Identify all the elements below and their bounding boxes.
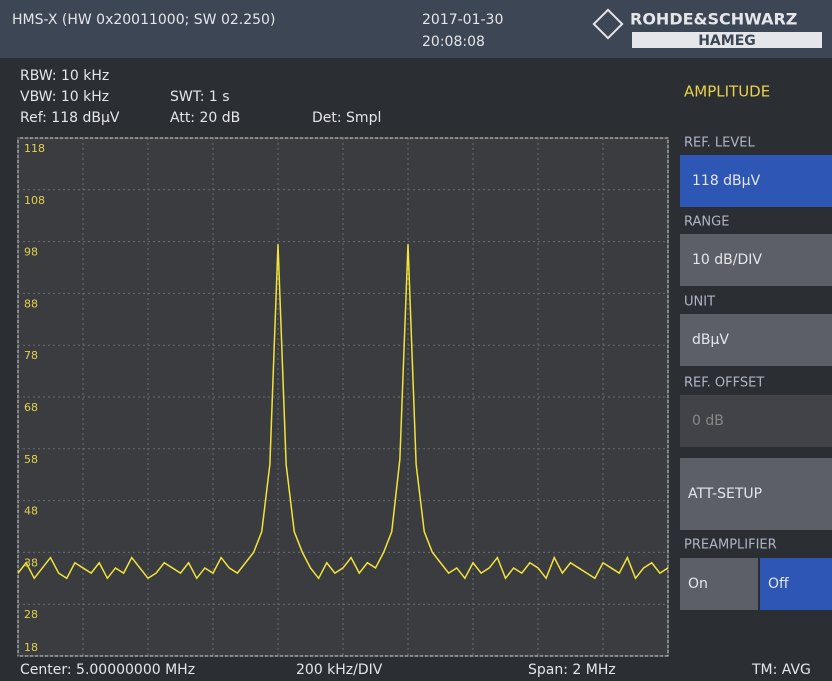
att-setup-button[interactable] xyxy=(680,458,832,530)
trace-mode: TM: AVG xyxy=(751,662,811,678)
att-setup: ATT-SETUP xyxy=(688,486,762,502)
y-tick-label: 28 xyxy=(24,608,38,621)
unit-value: dBµV xyxy=(692,332,729,348)
menu-label: REF. LEVEL xyxy=(684,136,755,151)
span: Span: 2 MHz xyxy=(528,662,616,678)
y-tick-label: 18 xyxy=(24,641,38,654)
y-tick-label: 118 xyxy=(24,142,45,155)
y-tick-label: 88 xyxy=(24,297,38,310)
center-freq: Center: 5.00000000 MHz xyxy=(20,662,195,678)
time: 20:08:08 xyxy=(422,34,485,50)
preamp-on-button[interactable] xyxy=(680,558,758,610)
rbw: RBW: 10 kHz xyxy=(20,68,109,84)
y-tick-label: 78 xyxy=(24,349,38,362)
range-button[interactable] xyxy=(680,234,832,286)
range-value: 10 dB/DIV xyxy=(692,252,762,268)
y-tick-label: 108 xyxy=(24,194,45,207)
swt: SWT: 1 s xyxy=(170,89,230,105)
date: 2017-01-30 xyxy=(422,12,503,28)
device-info: HMS-X (HW 0x20011000; SW 02.250) xyxy=(12,12,275,28)
y-tick-label: 68 xyxy=(24,401,38,414)
y-tick-label: 48 xyxy=(24,505,38,518)
brand-bar xyxy=(632,32,822,48)
sub-brand: HAMEG xyxy=(698,33,756,49)
menu-label: RANGE xyxy=(684,215,729,230)
vbw: VBW: 10 kHz xyxy=(20,89,109,105)
att: Att: 20 dB xyxy=(170,110,240,126)
ref-level-value: 118 dBµV xyxy=(692,173,761,189)
det: Det: Smpl xyxy=(312,110,381,126)
y-tick-label: 58 xyxy=(24,453,38,466)
ref: Ref: 118 dBµV xyxy=(20,110,120,126)
preamp-off-button[interactable] xyxy=(760,558,832,610)
ref-level-button[interactable] xyxy=(680,155,832,207)
menu-label: UNIT xyxy=(684,295,715,310)
preamp-off: Off xyxy=(768,576,789,592)
ref-offset-value: 0 dB xyxy=(692,413,724,429)
brand: ROHDE&SCHWARZ xyxy=(630,10,797,29)
ref-offset-button[interactable] xyxy=(680,395,832,447)
preamp-on: On xyxy=(688,576,708,592)
trace xyxy=(17,244,669,580)
unit-button[interactable] xyxy=(680,314,832,366)
menu-label: PREAMPLIFIER xyxy=(684,538,777,553)
menu-title: AMPLITUDE xyxy=(684,83,770,101)
menu-label: REF. OFFSET xyxy=(684,376,764,391)
y-tick-label: 98 xyxy=(24,246,38,259)
header-bar xyxy=(0,0,832,58)
div: 200 kHz/DIV xyxy=(296,662,383,678)
logo xyxy=(592,8,624,40)
